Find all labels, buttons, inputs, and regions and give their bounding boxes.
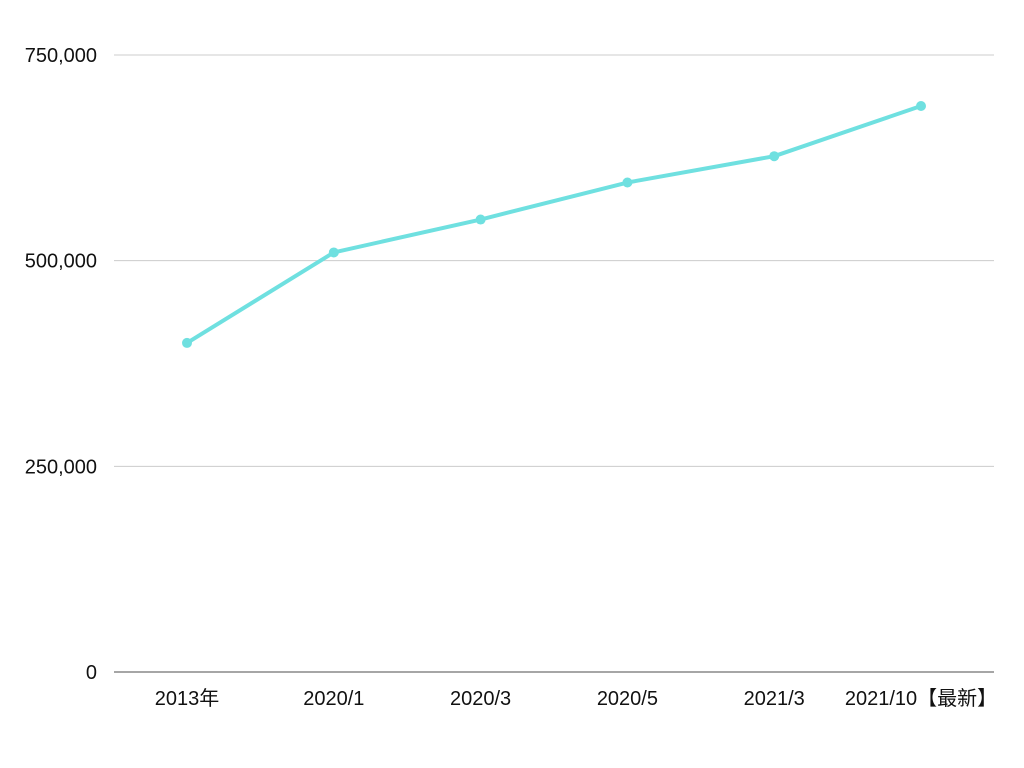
data-point[interactable] [622,177,633,188]
series-line [185,104,923,345]
y-tick-label: 750,000 [25,45,97,67]
x-tick-label: 2020/1 [303,688,364,710]
data-point[interactable] [916,101,926,112]
x-axis-ticks: 2013年 2020/1 2020/3 2020/5 2021/3 2021/10【最新】 [155,687,997,710]
x-tick-label: 2021/10【最新】 [845,687,997,710]
x-tick-label: 2013年 [155,687,220,710]
y-tick-label: 250,000 [25,456,97,478]
x-tick-label: 2020/5 [597,688,658,710]
series-layer [182,101,926,348]
data-point[interactable] [182,337,192,348]
x-tick-label: 2021/3 [744,688,805,710]
gridlines [114,54,994,673]
x-tick-label: 2020/3 [450,688,511,710]
y-tick-label: 500,000 [25,251,97,273]
data-point[interactable] [769,151,780,162]
y-tick-label: 0 [86,662,97,684]
data-point[interactable] [328,247,339,258]
y-axis-ticks: 0 250,000 500,000 750,000 [25,45,97,684]
data-point[interactable] [475,214,486,225]
